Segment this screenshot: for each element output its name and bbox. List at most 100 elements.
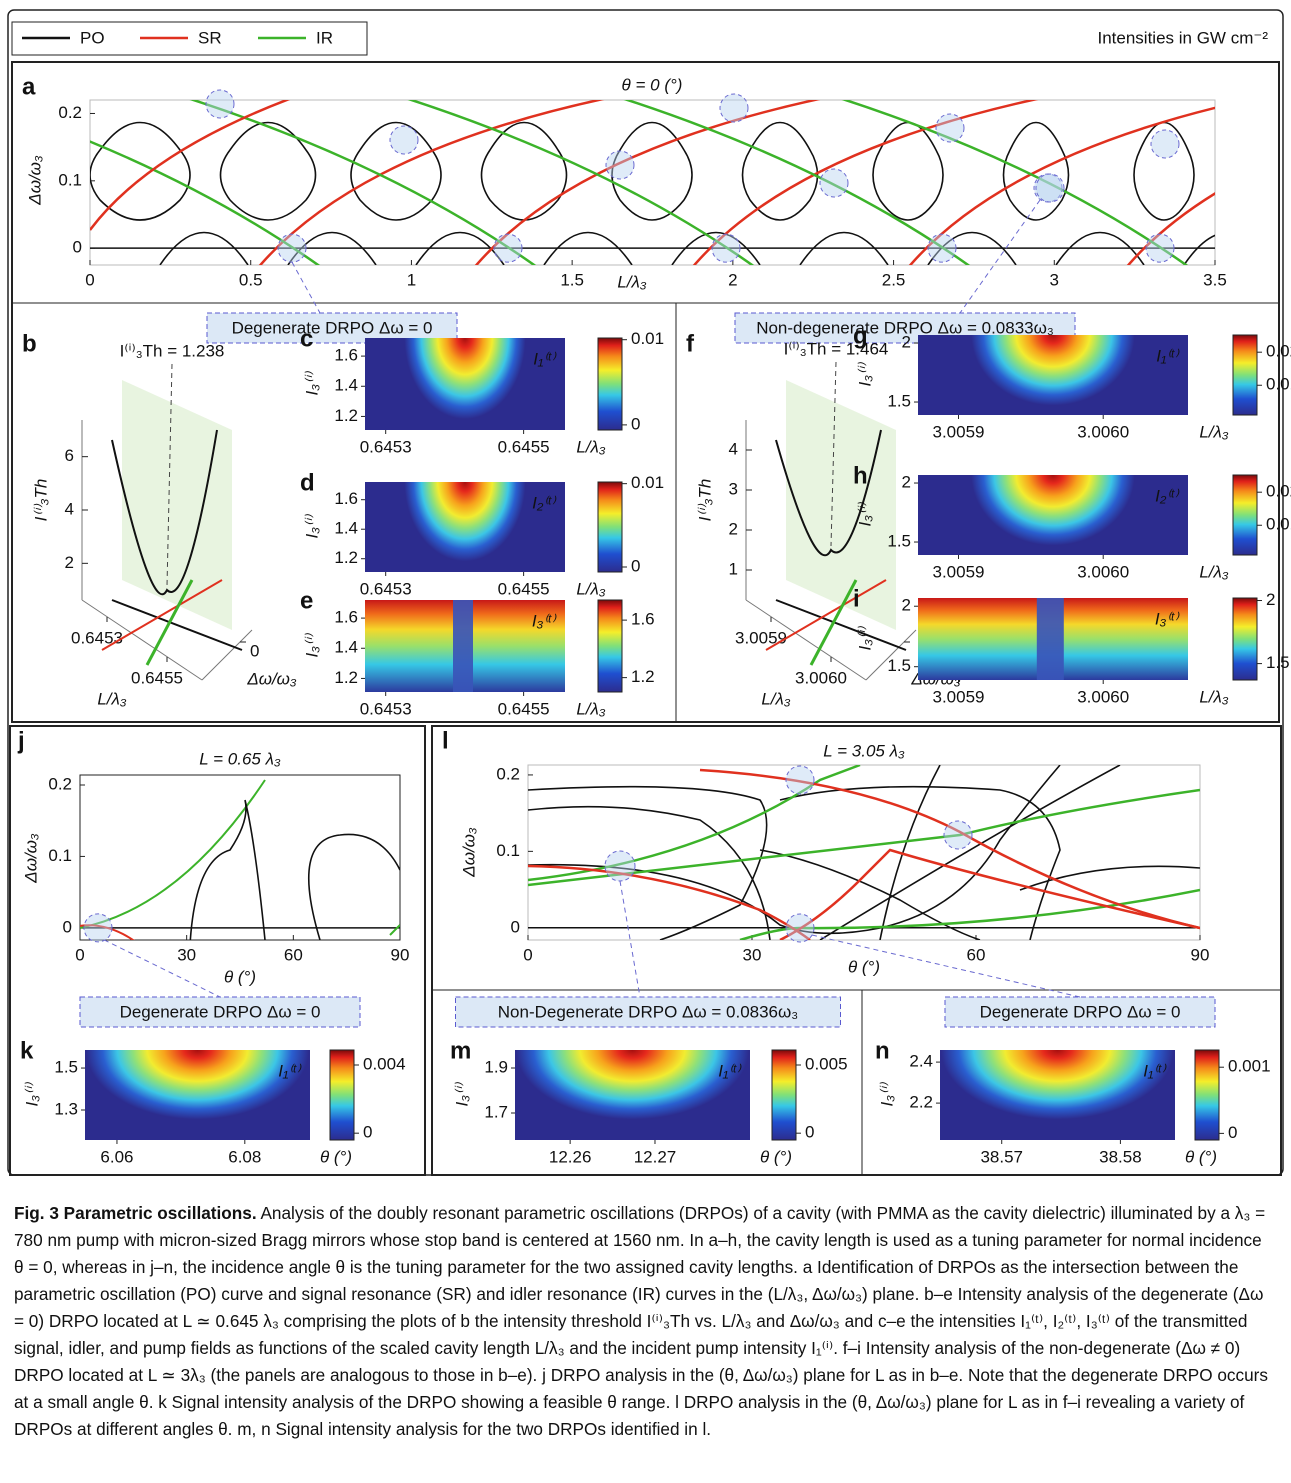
po-loop: [219, 121, 317, 221]
z-axis-label: I⁽ⁱ⁾₃Th: [695, 479, 714, 522]
panel-label: c: [300, 325, 313, 352]
panel-label: m: [450, 1037, 471, 1064]
intersection-marker: [819, 168, 849, 198]
x-axis-label: θ (°): [760, 1147, 792, 1166]
x-axis-label: L/λ₃: [1199, 687, 1229, 706]
intersection-marker: [935, 113, 965, 143]
panel-l-frame: [431, 725, 1282, 1176]
po-loop: [480, 121, 568, 221]
sr-curve: [692, 100, 1039, 265]
colorbar-tick-label: 0: [631, 414, 640, 433]
x-tick-label: 3.5: [1203, 270, 1227, 289]
x-tick-label: 3.0060: [1077, 562, 1129, 581]
heatmap: [940, 1050, 1175, 1140]
y-tick-label: 0: [511, 917, 520, 936]
y-tick-label: 0.1: [496, 841, 520, 860]
intersection-marker: [785, 765, 815, 795]
y-axis-label: I₃⁽ⁱ⁾: [452, 1082, 471, 1107]
y-tick-label: 1.2: [334, 668, 358, 687]
y-axis-label: Δω/ω₃: [21, 833, 40, 884]
intersection-marker: [604, 850, 636, 882]
intersection-marker: [711, 233, 741, 263]
x-tick-label: 3.0059: [933, 422, 985, 441]
x-tick-label: 3.0059: [933, 562, 985, 581]
x-axis-label: L/λ₃: [576, 699, 606, 718]
colorbar: [597, 337, 623, 431]
threshold-annotation: I⁽ⁱ⁾₃Th = 1.464: [784, 339, 889, 358]
heatmap: [365, 338, 565, 430]
colorbar-tick-label: 0.02: [1266, 482, 1291, 501]
x-tick-label: 3.0059: [933, 687, 985, 706]
y-axis: [865, 629, 917, 681]
ir-curve: [90, 140, 321, 265]
heatmap: [85, 1050, 310, 1140]
field-label: I₂⁽ᵗ⁾: [1155, 486, 1180, 505]
plot-frame: [89, 99, 1216, 266]
x-axis: [81, 599, 203, 681]
po-curve: [879, 765, 941, 940]
panel-label: f: [686, 330, 695, 357]
po-curve: [189, 799, 266, 940]
sr-curve: [908, 106, 1215, 265]
heatmap-band: [1036, 598, 1064, 680]
po-loop: [1133, 121, 1195, 221]
banner-text: Non-Degenerate DRPO Δω = 0.0836ω₃: [498, 1002, 798, 1021]
sr-curve: [258, 100, 605, 265]
po-curve: [759, 849, 981, 940]
plot-title: L = 3.05 λ₃: [823, 741, 905, 760]
x-tick-label: 12.27: [634, 1147, 677, 1166]
po-curve: [1019, 865, 1200, 891]
panel-j-frame: [9, 725, 426, 1176]
colorbar-tick-label: 1.6: [631, 610, 655, 629]
sr-curve: [1126, 192, 1215, 265]
z-tick-label: 4: [65, 499, 74, 518]
ir-curve: [528, 788, 1200, 887]
y-axis-label: I₃⁽ⁱ⁾: [855, 502, 874, 527]
intersection-marker: [1035, 173, 1065, 203]
pointer: [166, 363, 173, 587]
y-tick-label: 1.6: [334, 346, 358, 365]
colorbar-tick-label: 1.2: [631, 667, 655, 686]
intersection-marker: [943, 820, 973, 850]
po-loop: [90, 121, 191, 221]
sr-curve: [90, 100, 291, 231]
connector: [959, 199, 1041, 314]
y-tick-label: 1.4: [334, 376, 358, 395]
intersection-marker: [493, 233, 523, 263]
y-tick-label: 0.2: [58, 103, 82, 122]
x-tick-label: 0.6453: [360, 579, 412, 598]
y-tick-label: 1.7: [484, 1102, 508, 1121]
banner-box: [79, 996, 361, 1028]
ir-curve: [841, 100, 1189, 265]
y-tick-label: 2.4: [909, 1052, 933, 1071]
x-axis-label: θ (°): [224, 967, 256, 986]
y-tick-label: 1.9: [484, 1057, 508, 1076]
x-tick-label: 12.26: [549, 1147, 592, 1166]
po-curve: [528, 765, 1061, 935]
heatmap: [365, 482, 565, 572]
x-tick-label: 1.5: [560, 270, 584, 289]
colorbar-tick-label: 0: [1228, 1123, 1237, 1142]
panel-label: h: [853, 462, 868, 489]
ir-line: [809, 579, 858, 666]
colorbar-tick-label: 0.001: [1228, 1057, 1271, 1076]
z-tick-label: 1: [729, 559, 738, 578]
sr-line: [101, 579, 223, 651]
panel-label: b: [22, 330, 37, 357]
x-tick-label: 3.0060: [1077, 422, 1129, 441]
y-tick-label: 0.1: [48, 846, 72, 865]
field-label: I₁⁽ᵗ⁾: [1143, 1061, 1167, 1080]
caption-label: Fig. 3: [14, 1203, 59, 1223]
sr-curve: [779, 848, 1200, 940]
po-loop: [872, 121, 944, 221]
ir-curve: [189, 100, 537, 265]
sr-curve: [528, 864, 811, 940]
y-tick-label: 2.2: [909, 1093, 933, 1112]
connector: [103, 939, 221, 998]
po-loop: [799, 231, 889, 265]
heatmap-band: [453, 600, 473, 692]
x-tick-label: 38.57: [980, 1147, 1023, 1166]
ir-line: [145, 579, 194, 666]
sr-curve: [699, 768, 1200, 930]
